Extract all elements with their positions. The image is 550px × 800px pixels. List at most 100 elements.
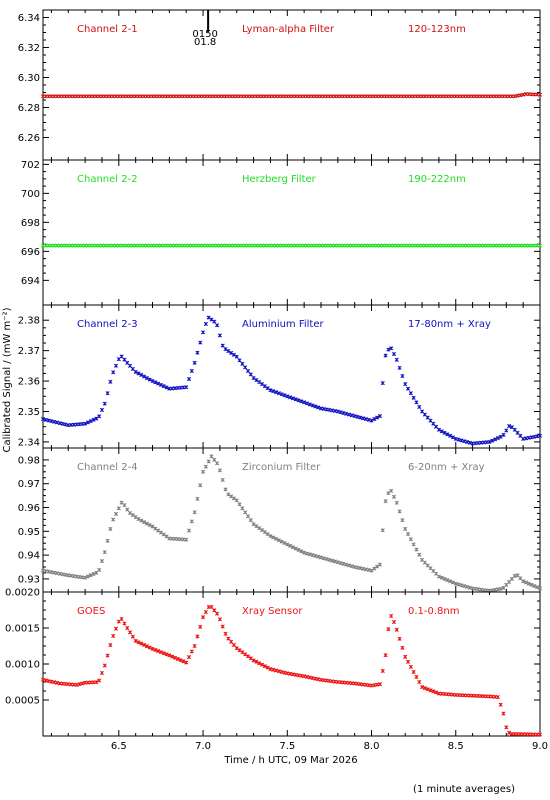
data-point xyxy=(386,627,391,632)
data-point xyxy=(282,670,287,675)
data-point xyxy=(198,483,203,488)
data-point xyxy=(200,615,206,620)
data-point xyxy=(495,436,500,441)
y-tick-label-ch21: 6.26 xyxy=(18,133,40,144)
data-point xyxy=(274,668,279,673)
data-point xyxy=(91,571,96,577)
data-point xyxy=(52,419,57,424)
data-point xyxy=(537,586,543,591)
data-point xyxy=(83,421,88,426)
data-point xyxy=(377,562,383,567)
footnote: (1 minute averages) xyxy=(413,784,515,795)
data-point xyxy=(414,674,419,680)
data-point xyxy=(417,552,422,557)
data-point xyxy=(338,560,343,566)
data-point xyxy=(420,409,425,414)
data-point xyxy=(380,668,385,674)
data-point xyxy=(355,414,360,419)
panel-label-ch22-2: 190-222nm xyxy=(408,174,466,185)
data-point xyxy=(262,530,267,535)
data-point xyxy=(130,366,135,371)
data-point xyxy=(439,575,444,580)
data-point xyxy=(389,488,394,493)
x-axis-label: Time / h UTC, 09 Mar 2026 xyxy=(223,755,357,766)
data-point xyxy=(296,398,301,403)
data-point xyxy=(175,656,180,662)
y-tick-label-ch23: 2.36 xyxy=(18,377,40,388)
data-point xyxy=(501,711,506,716)
data-point xyxy=(450,435,456,440)
data-point xyxy=(195,350,200,355)
panels-group: 6.26 6.28 6.30 6.32 6.34 Channel 2-1 Lyman-alp… xyxy=(5,9,548,752)
data-point xyxy=(167,653,172,658)
data-point xyxy=(262,384,267,389)
data-point xyxy=(288,395,293,400)
data-point xyxy=(313,553,318,558)
panel-label-ch23-0: Channel 2-3 xyxy=(77,319,138,330)
data-point xyxy=(217,333,222,338)
data-point xyxy=(456,437,461,442)
data-point xyxy=(223,487,228,492)
data-point xyxy=(498,586,503,591)
y-tick-label-ch23: 2.38 xyxy=(18,316,40,327)
data-point xyxy=(136,371,141,376)
data-point xyxy=(428,418,433,423)
data-point xyxy=(355,565,360,570)
data-point xyxy=(215,461,220,466)
x-tick-label: 8.0 xyxy=(364,741,380,752)
panel-label-ch24-1: Zirconium Filter xyxy=(242,462,321,473)
data-point xyxy=(422,686,427,691)
y-tick-label-ch21: 6.28 xyxy=(18,103,40,114)
data-point xyxy=(265,386,270,391)
data-point xyxy=(125,625,130,631)
data-point xyxy=(52,680,57,685)
data-point xyxy=(113,363,119,368)
data-point xyxy=(268,534,273,539)
data-point xyxy=(116,506,121,511)
y-tick-label-ch23: 2.35 xyxy=(18,407,40,418)
data-point xyxy=(203,610,208,615)
data-point xyxy=(307,402,312,407)
data-point xyxy=(414,547,419,552)
data-point xyxy=(209,454,214,459)
data-point xyxy=(493,437,498,442)
data-point xyxy=(349,564,354,569)
data-point xyxy=(189,519,194,524)
y-tick-label-ch23: 2.37 xyxy=(18,346,40,357)
data-point xyxy=(43,678,48,683)
data-point xyxy=(271,535,276,540)
data-point xyxy=(414,400,419,405)
data-point xyxy=(302,400,307,405)
data-point xyxy=(316,677,321,682)
data-point xyxy=(436,427,441,432)
data-point xyxy=(341,410,346,416)
data-point xyxy=(136,640,141,645)
data-point xyxy=(304,551,309,556)
data-point xyxy=(321,556,326,561)
data-point xyxy=(240,361,245,366)
panel-goes: 0.0005 0.0010 0.0015 0.0020 GOES Xray Sensor 0… xyxy=(5,588,543,737)
data-point xyxy=(209,317,214,322)
data-point xyxy=(223,347,228,352)
data-point xyxy=(259,662,265,667)
data-point xyxy=(147,645,152,650)
data-point xyxy=(237,502,242,507)
data-point xyxy=(366,567,371,573)
data-point xyxy=(245,368,251,373)
data-point xyxy=(375,415,380,420)
data-point xyxy=(445,578,450,583)
data-point xyxy=(262,664,267,669)
data-point xyxy=(512,427,517,432)
y-tick-label-ch24: 0.98 xyxy=(18,455,40,466)
data-point xyxy=(108,379,113,384)
data-point xyxy=(459,583,464,588)
data-point xyxy=(54,420,60,425)
data-point xyxy=(535,585,540,590)
y-tick-label-ch24: 0.95 xyxy=(18,527,40,538)
data-point xyxy=(215,323,220,328)
data-point xyxy=(94,680,99,685)
data-point xyxy=(495,695,500,700)
data-point xyxy=(290,545,295,550)
data-point xyxy=(77,682,82,687)
data-series-ch21 xyxy=(40,92,543,99)
